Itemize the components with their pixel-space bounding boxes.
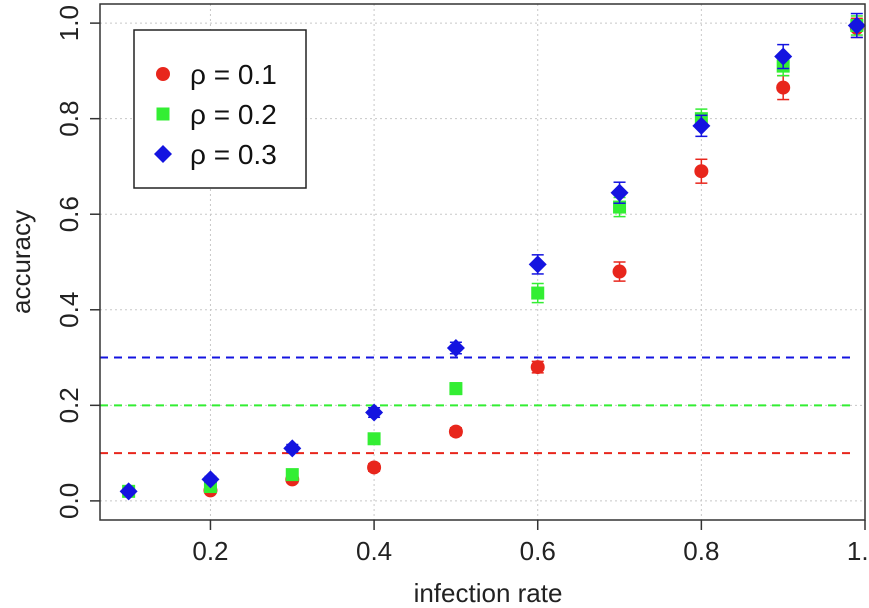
axis-ticks: 0.2 0.4 0.6 0.8 1.0 0.0 0.2 0.4 0.6 0.8 1.0: [54, 5, 869, 566]
data-point: [365, 403, 384, 422]
data-point: [201, 470, 220, 489]
data-point: [847, 16, 866, 35]
data-point: [612, 264, 627, 279]
y-tick-label: 0.0: [54, 483, 84, 519]
x-tick-label: 1.0: [847, 536, 869, 566]
legend-label-3: ρ = 0.3: [190, 139, 277, 170]
data-point: [446, 339, 465, 357]
y-axis-title: accuracy: [6, 210, 36, 314]
data-point: [285, 468, 299, 482]
legend-marker-2: [156, 107, 170, 121]
legend-marker-3: [154, 145, 172, 163]
x-tick-label: 0.2: [192, 536, 228, 566]
data-point: [449, 382, 463, 396]
y-tick-label: 0.4: [54, 292, 84, 328]
y-tick-label: 0.8: [54, 101, 84, 137]
data-point: [528, 255, 547, 274]
data-point: [774, 47, 793, 66]
legend: ρ = 0.1 ρ = 0.2 ρ = 0.3: [133, 29, 307, 189]
y-tick-label: 0.2: [54, 387, 84, 423]
data-point: [119, 482, 138, 501]
plot-frame: [99, 3, 866, 521]
data-point: [448, 424, 463, 439]
data-point: [530, 360, 545, 375]
y-tick-label: 1.0: [54, 5, 84, 41]
legend-label-2: ρ = 0.2: [190, 99, 277, 130]
data-point: [610, 183, 629, 202]
legend-label-1: ρ = 0.1: [190, 59, 277, 90]
x-axis-title: infection rate: [414, 578, 563, 608]
x-tick-label: 0.6: [520, 536, 556, 566]
data-points: [119, 12, 866, 501]
data-point: [367, 432, 381, 446]
x-tick-label: 0.4: [356, 536, 392, 566]
data-point: [694, 164, 709, 179]
data-point: [531, 286, 545, 300]
data-point: [776, 80, 791, 95]
legend-marker-1: [156, 67, 170, 81]
data-point: [283, 439, 302, 458]
x-tick-label: 0.8: [683, 536, 719, 566]
series-3: [119, 12, 866, 501]
data-point: [692, 116, 711, 135]
data-point: [367, 460, 382, 475]
y-tick-label: 0.6: [54, 196, 84, 232]
